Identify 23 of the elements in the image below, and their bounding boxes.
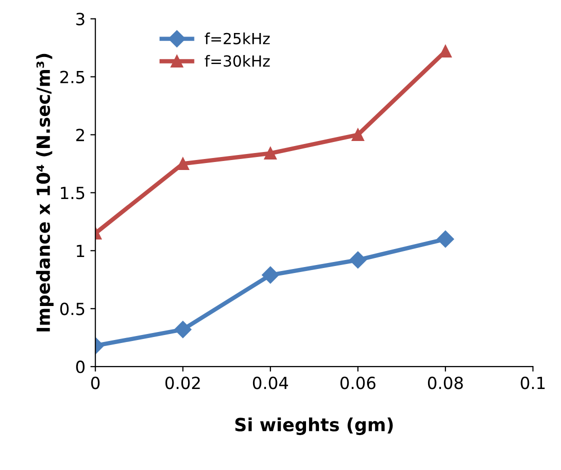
y-tick-label: 0.5 <box>60 302 84 316</box>
y-tick-label: 2.5 <box>60 70 84 84</box>
y-tick-label: 0 <box>76 360 85 374</box>
x-tick-label: 0.02 <box>165 376 200 390</box>
x-tick-label: 0.1 <box>520 376 545 390</box>
y-tick-label: 1 <box>76 244 84 257</box>
x-tick-label: 0.04 <box>252 376 288 390</box>
point <box>349 251 366 268</box>
y-tick-label: 2 <box>76 128 84 142</box>
x-axis-title: Si wieghts (gm) <box>235 417 393 436</box>
x-tick-label: 0 <box>91 376 100 390</box>
point <box>436 230 454 248</box>
legend-label: f=30kHz <box>204 54 270 67</box>
y-tick-label: 1.5 <box>60 186 84 200</box>
point <box>262 266 279 284</box>
legend-label: f=25kHz <box>204 32 270 44</box>
y-axis-title: Impedance x 10⁴ (N.sec/m³) <box>36 54 54 332</box>
x-tick-label: 0.08 <box>428 376 463 390</box>
point <box>352 128 364 141</box>
point <box>264 147 277 160</box>
point <box>174 320 192 338</box>
y-tick-label: 3 <box>76 12 84 26</box>
x-tick-label: 0.06 <box>340 376 376 390</box>
